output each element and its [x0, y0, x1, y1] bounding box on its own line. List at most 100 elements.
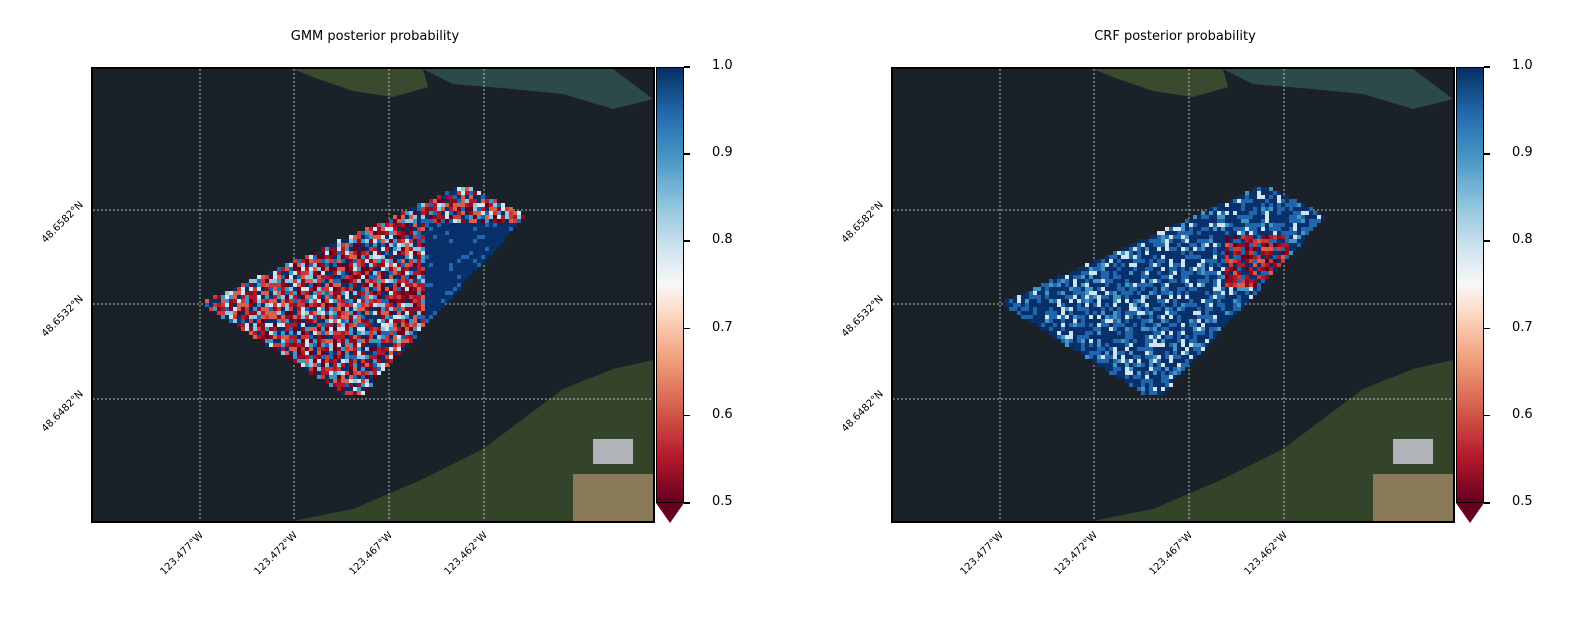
prob-pixel	[1153, 383, 1157, 387]
prob-pixel	[1153, 283, 1157, 287]
prob-pixel	[1277, 239, 1281, 243]
prob-pixel	[433, 227, 437, 231]
prob-pixel	[1285, 211, 1289, 215]
prob-pixel	[1149, 283, 1153, 287]
prob-pixel	[1077, 267, 1081, 271]
prob-pixel	[409, 283, 413, 287]
prob-pixel	[1169, 291, 1173, 295]
prob-pixel	[309, 279, 313, 283]
prob-pixel	[1065, 279, 1069, 283]
prob-pixel	[341, 307, 345, 311]
prob-pixel	[289, 347, 293, 351]
prob-pixel	[353, 275, 357, 279]
prob-pixel	[1141, 379, 1145, 383]
prob-pixel	[281, 303, 285, 307]
prob-pixel	[357, 247, 361, 251]
prob-pixel	[1141, 271, 1145, 275]
prob-pixel	[1213, 263, 1217, 267]
prob-pixel	[405, 263, 409, 267]
prob-pixel	[473, 195, 477, 199]
prob-pixel	[301, 311, 305, 315]
prob-pixel	[1117, 315, 1121, 319]
prob-pixel	[1313, 223, 1317, 227]
prob-pixel	[361, 267, 365, 271]
prob-pixel	[1117, 339, 1121, 343]
prob-pixel	[497, 211, 501, 215]
prob-pixel	[381, 339, 385, 343]
prob-pixel	[1173, 291, 1177, 295]
prob-pixel	[341, 363, 345, 367]
prob-pixel	[353, 391, 357, 395]
prob-pixel	[397, 327, 401, 331]
prob-pixel	[1229, 243, 1233, 247]
prob-pixel	[1061, 335, 1065, 339]
prob-pixel	[1185, 263, 1189, 267]
prob-pixel	[493, 239, 497, 243]
prob-pixel	[1165, 251, 1169, 255]
prob-pixel	[357, 275, 361, 279]
prob-pixel	[1237, 303, 1241, 307]
prob-pixel	[433, 311, 437, 315]
prob-pixel	[1233, 283, 1237, 287]
prob-pixel	[1197, 267, 1201, 271]
prob-pixel	[417, 323, 421, 327]
prob-pixel	[221, 315, 225, 319]
prob-pixel	[1097, 271, 1101, 275]
prob-pixel	[1149, 351, 1153, 355]
prob-pixel	[213, 299, 217, 303]
prob-pixel	[1185, 295, 1189, 299]
prob-pixel	[1153, 247, 1157, 251]
prob-pixel	[1185, 231, 1189, 235]
prob-pixel	[1241, 287, 1245, 291]
prob-pixel	[1165, 375, 1169, 379]
prob-pixel	[1161, 251, 1165, 255]
prob-pixel	[1201, 211, 1205, 215]
prob-pixel	[273, 275, 277, 279]
prob-pixel	[285, 351, 289, 355]
prob-pixel	[293, 279, 297, 283]
prob-pixel	[461, 255, 465, 259]
prob-pixel	[1145, 363, 1149, 367]
prob-pixel	[357, 263, 361, 267]
prob-pixel	[1225, 315, 1229, 319]
prob-pixel	[429, 207, 433, 211]
prob-pixel	[1209, 207, 1213, 211]
prob-pixel	[325, 331, 329, 335]
prob-pixel	[277, 271, 281, 275]
prob-pixel	[349, 239, 353, 243]
prob-pixel	[393, 235, 397, 239]
prob-pixel	[1273, 263, 1277, 267]
prob-pixel	[341, 383, 345, 387]
prob-pixel	[429, 243, 433, 247]
prob-pixel	[297, 271, 301, 275]
prob-pixel	[321, 331, 325, 335]
prob-pixel	[409, 231, 413, 235]
prob-pixel	[1237, 251, 1241, 255]
prob-pixel	[1153, 355, 1157, 359]
prob-pixel	[521, 215, 525, 219]
prob-pixel	[1137, 303, 1141, 307]
prob-pixel	[381, 275, 385, 279]
prob-pixel	[1229, 279, 1233, 283]
prob-pixel	[1013, 295, 1017, 299]
prob-pixel	[1257, 287, 1261, 291]
prob-pixel	[1057, 319, 1061, 323]
prob-pixel	[1129, 343, 1133, 347]
prob-pixel	[1265, 247, 1269, 251]
prob-pixel	[317, 359, 321, 363]
prob-pixel	[1157, 271, 1161, 275]
prob-pixel	[437, 219, 441, 223]
prob-pixel	[337, 347, 341, 351]
prob-pixel	[1105, 339, 1109, 343]
prob-pixel	[1025, 307, 1029, 311]
prob-pixel	[461, 203, 465, 207]
prob-pixel	[425, 283, 429, 287]
prob-pixel	[313, 319, 317, 323]
prob-pixel	[1093, 351, 1097, 355]
prob-pixel	[397, 255, 401, 259]
prob-pixel	[1225, 247, 1229, 251]
prob-pixel	[441, 243, 445, 247]
prob-pixel	[333, 347, 337, 351]
prob-pixel	[341, 303, 345, 307]
prob-pixel	[365, 267, 369, 271]
